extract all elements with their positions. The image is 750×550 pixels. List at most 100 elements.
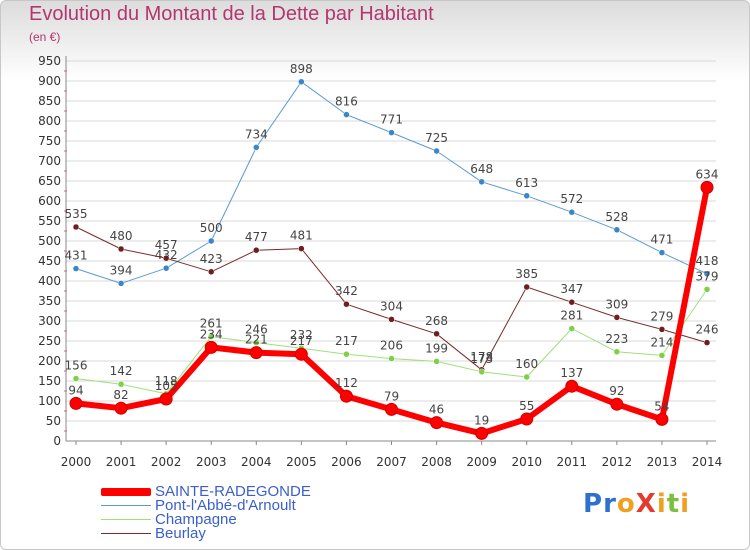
legend-label: SAINTE-RADEGONDE [155, 483, 311, 500]
data-point-beurlay [72, 223, 80, 231]
data-label-sainte-radegonde: 92 [609, 384, 624, 398]
data-point-pont-l-abb-d-arnoult [658, 249, 666, 256]
data-point-champagne [72, 375, 80, 382]
data-point-beurlay [253, 246, 260, 254]
data-label-champagne: 281 [560, 309, 583, 323]
data-label-sainte-radegonde: 82 [113, 388, 128, 402]
data-label-pont-l-abb-d-arnoult: 528 [605, 210, 628, 224]
data-label-sainte-radegonde: 94 [68, 383, 83, 397]
data-label-champagne: 261 [200, 317, 223, 331]
x-tick-label: 2006 [331, 455, 362, 469]
y-tick-label: 400 [38, 274, 61, 288]
data-point-beurlay [117, 245, 125, 253]
data-point-pont-l-abb-d-arnoult [478, 178, 485, 186]
x-tick-label: 2007 [376, 455, 407, 469]
x-tick-label: 2009 [466, 455, 497, 469]
data-label-beurlay: 246 [696, 323, 719, 337]
data-point-pont-l-abb-d-arnoult [388, 129, 395, 136]
logo-letter: i [656, 489, 667, 519]
data-point-sainte-radegonde [475, 426, 489, 440]
data-label-champagne: 223 [605, 332, 628, 346]
legend-swatch-sainte-radegonde [101, 488, 151, 496]
logo-letter: t [666, 489, 681, 519]
y-tick-label: 800 [38, 114, 61, 128]
data-point-pont-l-abb-d-arnoult [343, 111, 350, 118]
data-label-champagne: 217 [335, 334, 358, 348]
data-point-sainte-radegonde [430, 416, 444, 430]
y-tick-label: 200 [38, 354, 61, 368]
data-point-champagne [343, 350, 350, 358]
data-label-sainte-radegonde: 46 [429, 403, 444, 417]
legend-swatch-champagne [101, 519, 151, 520]
data-point-sainte-radegonde [339, 389, 353, 403]
unit-label: (en €) [29, 30, 61, 44]
data-label-beurlay: 423 [200, 252, 223, 266]
data-label-champagne: 156 [65, 359, 88, 373]
data-label-pont-l-abb-d-arnoult: 771 [380, 113, 403, 127]
data-label-pont-l-abb-d-arnoult: 898 [290, 62, 313, 76]
data-point-beurlay [207, 268, 215, 276]
y-tick-label: 0 [53, 434, 61, 448]
data-point-champagne [433, 358, 440, 365]
logo-letter: o [616, 489, 636, 519]
logo-letter: i [680, 489, 691, 519]
x-tick-label: 2003 [196, 455, 227, 469]
data-point-champagne [478, 368, 485, 376]
data-point-pont-l-abb-d-arnoult [703, 270, 711, 278]
data-point-beurlay [613, 314, 621, 321]
data-label-pont-l-abb-d-arnoult: 816 [335, 95, 358, 109]
data-point-pont-l-abb-d-arnoult [613, 226, 621, 234]
data-label-pont-l-abb-d-arnoult: 572 [560, 192, 583, 206]
y-tick-label: 300 [38, 314, 61, 328]
data-point-champagne [207, 333, 215, 340]
data-label-pont-l-abb-d-arnoult: 471 [650, 233, 673, 247]
data-label-pont-l-abb-d-arnoult: 613 [515, 176, 538, 190]
y-tick-label: 100 [38, 394, 61, 408]
x-tick-label: 2000 [61, 455, 92, 469]
data-point-sainte-radegonde [610, 397, 624, 411]
data-label-champagne: 232 [290, 328, 313, 342]
data-point-sainte-radegonde [159, 392, 173, 406]
data-label-pont-l-abb-d-arnoult: 431 [65, 249, 88, 263]
data-label-beurlay: 268 [425, 314, 448, 328]
data-point-beurlay [388, 316, 395, 323]
data-point-champagne [388, 355, 395, 362]
data-point-beurlay [343, 300, 350, 308]
data-label-beurlay: 279 [650, 309, 673, 323]
data-label-sainte-radegonde: 217 [290, 334, 313, 348]
legend-label: Pont-l'Abbé-d'Arnoult [155, 497, 296, 514]
data-point-sainte-radegonde [700, 180, 714, 194]
y-tick-label: 250 [38, 334, 61, 348]
data-point-champagne [523, 373, 530, 381]
data-label-sainte-radegonde: 137 [560, 366, 583, 380]
data-label-sainte-radegonde: 79 [384, 389, 399, 403]
data-point-pont-l-abb-d-arnoult [207, 237, 215, 245]
data-label-sainte-radegonde: 55 [519, 399, 534, 413]
legend-swatch-beurlay [101, 533, 151, 534]
y-tick-label: 950 [38, 54, 61, 68]
data-point-beurlay [162, 254, 170, 262]
data-label-pont-l-abb-d-arnoult: 394 [110, 263, 133, 277]
data-point-sainte-radegonde [520, 412, 534, 426]
y-tick-label: 850 [38, 94, 61, 108]
data-point-pont-l-abb-d-arnoult [162, 264, 170, 272]
data-label-sainte-radegonde: 221 [245, 333, 268, 347]
data-point-pont-l-abb-d-arnoult [253, 144, 260, 151]
legend-label: Champagne [155, 511, 237, 528]
data-point-sainte-radegonde [385, 402, 398, 416]
y-tick-label: 700 [38, 154, 61, 168]
x-tick-label: 2013 [647, 455, 678, 469]
data-label-sainte-radegonde: 234 [200, 327, 223, 341]
x-tick-label: 2011 [557, 455, 588, 469]
data-label-champagne: 199 [425, 341, 448, 355]
legend-label: Beurlay [155, 525, 206, 542]
data-point-pont-l-abb-d-arnoult [523, 192, 530, 200]
data-point-sainte-radegonde [69, 396, 83, 410]
data-point-sainte-radegonde [294, 347, 308, 361]
data-label-sainte-radegonde: 105 [155, 379, 178, 393]
legend-swatch-pont-labbe [101, 505, 151, 506]
y-tick-label: 900 [38, 74, 61, 88]
x-tick-label: 2014 [692, 455, 723, 469]
y-tick-label: 750 [38, 134, 61, 148]
